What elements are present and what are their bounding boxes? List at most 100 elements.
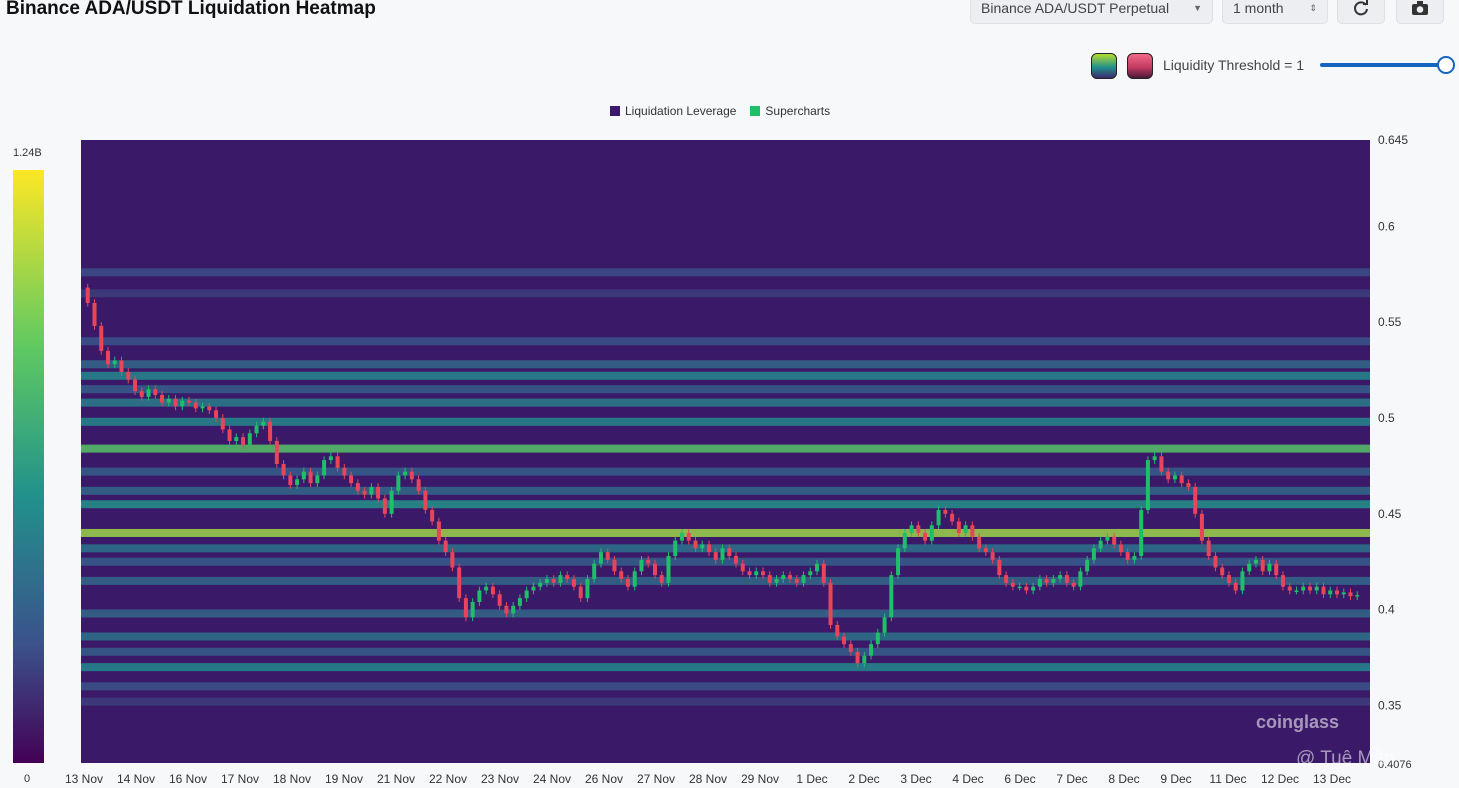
candle-body	[1125, 552, 1130, 560]
candle-body	[970, 525, 975, 537]
candle-body	[997, 559, 1002, 576]
candle-body	[484, 586, 489, 591]
liquidation-band	[81, 385, 1370, 394]
candle-body	[1159, 456, 1164, 472]
candle-body	[1226, 575, 1231, 583]
colorbar-min-label: 0	[24, 773, 30, 785]
candle-body	[828, 582, 833, 625]
candle-body	[180, 400, 185, 407]
x-tick-label: 22 Nov	[429, 772, 467, 786]
candle-body	[1294, 590, 1299, 592]
threshold-slider-track[interactable]	[1320, 63, 1442, 67]
candle-body	[106, 350, 111, 365]
candle-body	[207, 406, 212, 411]
candle-body	[1118, 544, 1123, 553]
candle-body	[565, 575, 570, 579]
x-tick-label: 13 Dec	[1313, 772, 1351, 786]
candle-body	[896, 548, 901, 576]
candle-body	[1145, 460, 1150, 510]
candle-body	[1301, 586, 1306, 591]
candle-body	[1051, 578, 1056, 583]
liquidation-band	[81, 663, 1370, 672]
candle-body	[1341, 592, 1346, 595]
x-tick-label: 26 Nov	[585, 772, 623, 786]
colorbar-max-label: 1.24B	[13, 147, 42, 159]
candle-body	[477, 590, 482, 602]
candle-body	[1274, 563, 1279, 576]
candle-body	[409, 471, 414, 480]
candle-body	[1260, 559, 1265, 572]
candle-body	[882, 617, 887, 633]
candle-body	[598, 552, 603, 564]
candle-body	[1004, 575, 1009, 583]
candle-body	[740, 563, 745, 572]
refresh-button[interactable]	[1337, 0, 1385, 24]
liquidation-band	[81, 360, 1370, 369]
candle-body	[396, 475, 401, 491]
candle-body	[977, 536, 982, 549]
candle-body	[1240, 571, 1245, 591]
candle-body	[639, 559, 644, 572]
legend-label: Liquidation Leverage	[625, 104, 737, 118]
candle-body	[842, 636, 847, 645]
candle-body	[923, 532, 928, 541]
candle-body	[551, 578, 556, 583]
candle-body	[193, 402, 198, 409]
candle-body	[288, 475, 293, 486]
candle-body	[1044, 578, 1049, 583]
candle-body	[490, 586, 495, 595]
y-tick-label: 0.55	[1378, 315, 1402, 329]
x-tick-label: 13 Nov	[65, 772, 103, 786]
candle-body	[160, 394, 165, 403]
legend-item-liquidation[interactable]: Liquidation Leverage	[610, 104, 736, 118]
x-tick-label: 21 Nov	[377, 772, 415, 786]
x-tick-label: 12 Dec	[1261, 772, 1299, 786]
candle-body	[592, 563, 597, 579]
candle-body	[862, 655, 867, 664]
candle-body	[99, 325, 104, 351]
candle-body	[652, 563, 657, 576]
candle-body	[436, 521, 441, 541]
candle-body	[1091, 548, 1096, 560]
range-select-label: 1 month	[1233, 0, 1284, 16]
candle-body	[956, 521, 961, 533]
liquidation-band	[81, 398, 1370, 407]
candle-body	[659, 575, 664, 583]
candle-body	[382, 498, 387, 514]
candle-body	[1112, 536, 1117, 545]
threshold-slider-thumb[interactable]	[1437, 56, 1455, 74]
candle-body	[173, 398, 178, 407]
x-axis: 13 Nov 14 Nov 16 Nov 17 Nov 18 Nov 19 Nov 21 N…	[65, 772, 1351, 786]
candle-body	[470, 601, 475, 618]
candle-body	[1105, 536, 1110, 541]
candle-body	[1193, 486, 1198, 514]
candle-body	[1024, 586, 1029, 591]
x-tick-label: 3 Dec	[900, 772, 931, 786]
candle-body	[1058, 575, 1063, 579]
candle-body	[531, 586, 536, 591]
liquidation-band	[81, 500, 1370, 509]
candle-body	[761, 571, 766, 576]
y-tick-label: 0.5	[1378, 411, 1395, 425]
liquidation-band	[81, 697, 1370, 706]
candle-body	[1253, 559, 1258, 564]
y-axis: 0.645 0.6 0.55 0.5 0.45 0.4 0.35 0.4076	[1378, 133, 1412, 771]
liquidation-band	[81, 467, 1370, 476]
liquidation-band	[81, 682, 1370, 691]
candle-body	[632, 571, 637, 587]
screenshot-button[interactable]	[1396, 0, 1444, 24]
candle-body	[1098, 540, 1103, 549]
candle-body	[788, 575, 793, 579]
legend-item-supercharts[interactable]: Supercharts	[750, 104, 830, 118]
rose-palette-button[interactable]	[1127, 53, 1153, 79]
candle-body	[112, 360, 117, 365]
viridis-palette-button[interactable]	[1091, 53, 1117, 79]
candle-body	[430, 509, 435, 522]
pair-select[interactable]: Binance ADA/USDT Perpetual ▼	[970, 0, 1213, 24]
refresh-icon	[1354, 0, 1368, 16]
candle-body	[450, 552, 455, 568]
user-watermark: @ Tuệ Mẫn	[1296, 748, 1395, 769]
candle-body	[1314, 586, 1319, 591]
liquidation-band	[81, 268, 1370, 277]
range-select[interactable]: 1 month ⇕	[1222, 0, 1328, 24]
